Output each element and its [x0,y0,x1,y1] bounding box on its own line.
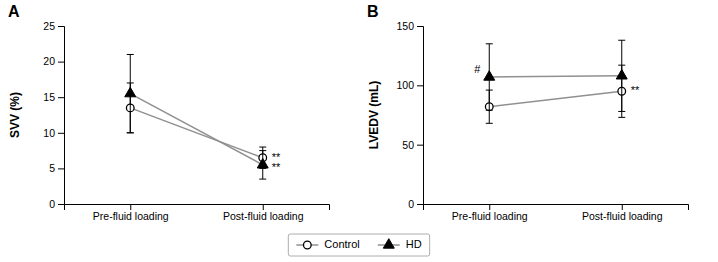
point-marker [616,70,627,79]
series-line [130,94,263,165]
error-bar-cap [259,150,266,151]
x-tick-label: Post-fluid loading [582,210,663,222]
plot-area [484,40,627,123]
y-tick-label: 150 [396,20,414,32]
x-tick: Post-fluid loading [223,204,304,222]
y-tick-label: 25 [43,20,55,32]
y-tick-mark [58,204,64,205]
y-tick: 5 [49,162,64,174]
y-tick-label: 20 [43,55,55,67]
panel-title: A [8,3,20,20]
y-tick-mark [58,26,64,27]
y-axis-title: LVEDV (mL) [367,81,381,149]
y-tick-label: 15 [43,91,55,103]
panel-title: B [367,3,379,20]
y-tick-mark [58,133,64,134]
series-line [489,76,622,77]
y-tick: 100 [396,79,423,91]
legend: Control HD [288,234,429,256]
y-tick-mark [417,204,423,205]
x-tick-label: Pre-fluid loading [452,210,528,222]
legend-marker [383,239,394,248]
error-bar-cap [486,123,493,124]
y-tick: 20 [43,55,64,67]
error-bar-cap [127,132,134,133]
error-bar-cap [618,117,625,118]
y-tick-label: 50 [402,139,414,151]
x-axis: Pre-fluid loading Post-fluid loading [65,204,330,222]
x-tick-mark [130,204,131,210]
x-axis-line [65,205,330,211]
x-tick-label: Post-fluid loading [223,210,304,222]
x-tick: Post-fluid loading [582,204,663,222]
x-tick-mark [263,204,264,210]
series [485,65,625,123]
y-tick-mark [58,168,64,169]
y-tick: 0 [408,198,423,210]
series-line [130,108,263,158]
x-axis-line [424,205,689,211]
series [126,83,266,168]
error-bar-cap [127,132,134,133]
plot-area [125,54,268,179]
error-bar-cap [259,147,266,148]
y-tick: 150 [396,20,423,32]
error-bar-cap [618,111,625,112]
y-axis-title: SVV (%) [8,92,22,138]
point-marker [257,159,268,168]
y-tick-label: 0 [408,198,414,210]
panel: 0 5 10 15 20 25 Pre-fluid loading Post-fluid lo… [8,3,330,222]
y-tick-label: 5 [49,162,55,174]
legend-label: HD [406,238,422,250]
y-axis-line [417,27,424,205]
y-tick-label: 0 [49,198,55,210]
error-bar-cap [618,40,625,41]
y-tick: 25 [43,20,64,32]
x-tick: Pre-fluid loading [452,204,528,222]
y-axis: 0 50 100 150 [396,20,423,210]
error-bar-cap [486,43,493,44]
series [125,54,268,179]
y-tick-label: 10 [43,127,55,139]
x-tick: Pre-fluid loading [93,204,169,222]
legend-marker [303,241,311,249]
annotation: # [474,63,481,75]
error-bar-cap [127,54,134,55]
legend-label: Control [324,238,359,250]
y-tick-mark [417,145,423,146]
chart: 0 5 10 15 20 25 Pre-fluid loading Post-fluid lo… [0,0,718,262]
y-tick-mark [58,62,64,63]
annotation: ** [631,84,640,96]
panel: 0 50 100 150 Pre-fluid loading Post-fluid loa… [367,3,689,222]
x-tick-mark [489,204,490,210]
annotation: ** [272,161,281,173]
y-axis-line [58,27,65,205]
series [484,40,627,111]
y-tick-mark [58,97,64,98]
legend-item: Control [296,238,359,250]
point-marker [484,71,495,80]
y-tick-mark [417,85,423,86]
x-tick-mark [622,204,623,210]
legend-item: HD [378,238,422,250]
series-line [489,91,622,106]
y-tick: 50 [402,139,423,151]
point-marker [125,87,136,96]
y-tick: 0 [49,198,64,210]
y-axis: 0 5 10 15 20 25 [43,20,64,210]
legend-frame [288,234,429,256]
y-tick-mark [417,26,423,27]
error-bar-cap [486,110,493,111]
y-tick: 10 [43,127,64,139]
x-tick-label: Pre-fluid loading [93,210,169,222]
error-bar-cap [259,179,266,180]
y-tick-label: 100 [396,79,414,91]
y-tick: 15 [43,91,64,103]
x-axis: Pre-fluid loading Post-fluid loading [424,204,689,222]
